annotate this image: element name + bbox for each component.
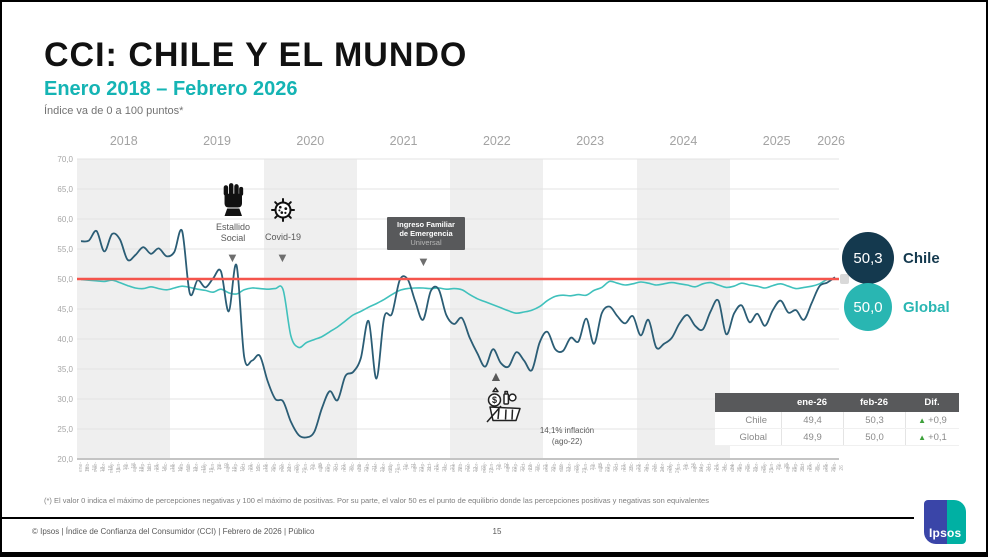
y-axis-label: 70,0 (57, 155, 73, 164)
logo-wordmark: Ipsos (929, 526, 962, 540)
year-label-2022: 2022 (482, 134, 511, 148)
year-label-2019: 2019 (203, 134, 231, 148)
y-axis-label: 60,0 (57, 215, 73, 224)
global-legend-label: Global (903, 299, 950, 316)
x-axis-label: feb-26 (831, 462, 845, 471)
inflation-marker-triangle-icon: ▲ (489, 368, 503, 384)
chart-canvas (77, 158, 839, 460)
year-label-2025: 2025 (762, 134, 791, 148)
summary-table: ene-26 feb-26 Dif. Chile 49,4 50,3 ▲ +0,9… (715, 393, 959, 446)
footer-credit: © Ipsos | Índice de Confianza del Consum… (32, 527, 315, 536)
y-axis-label: 55,0 (57, 245, 73, 254)
estallido-social-label: Estallido Social (215, 222, 251, 243)
header-dif: Dif. (924, 397, 940, 408)
y-axis-label: 45,0 (57, 305, 73, 314)
table-row-global: Global 49,9 50,0 ▲ +0,1 (715, 429, 959, 446)
chile-line (80, 228, 836, 439)
footnote: (*) El valor 0 indica el máximo de perce… (44, 496, 709, 505)
chile-legend-label: Chile (903, 250, 940, 267)
table-row-chile: Chile 49,4 50,3 ▲ +0,9 (715, 412, 959, 429)
covid-label: Covid-19 (264, 232, 302, 242)
summary-table-header: ene-26 feb-26 Dif. (715, 393, 959, 412)
reference-line-endcap (840, 274, 849, 284)
virus-icon (268, 195, 298, 225)
y-axis-label: 40,0 (57, 335, 73, 344)
header-feb-26: feb-26 (860, 397, 888, 408)
svg-text:$: $ (492, 395, 497, 405)
y-axis-label: 30,0 (57, 395, 73, 404)
page-subtitle: Enero 2018 – Febrero 2026 (44, 78, 298, 100)
page-number: 15 (492, 527, 502, 536)
year-label-2024: 2024 (669, 134, 698, 148)
cci-line-chart: 2018 2019 2020 2021 2022 2023 2024 2025 2026 70,0… (57, 134, 849, 473)
up-triangle-icon: ▲ (918, 415, 927, 425)
y-axis-label: 50,0 (57, 275, 73, 284)
chile-value-circle: 50,3 (842, 232, 894, 284)
header-ene-26: ene-26 (796, 397, 828, 408)
year-label-2020: 2020 (296, 134, 325, 148)
logo-teal-half (947, 500, 966, 544)
ife-universal-box: Ingreso Familiar de Emergencia Universal (387, 217, 465, 250)
inflation-label: 14,1% inflación (ago-22) (539, 426, 595, 446)
logo-blue-half (924, 500, 948, 544)
ife-marker-triangle-icon: ▼ (417, 254, 430, 269)
global-line (80, 278, 836, 349)
y-axis-label: 20,0 (57, 455, 73, 464)
estallido-marker-triangle-icon: ▼ (226, 250, 239, 265)
year-label-2018: 2018 (109, 134, 138, 148)
grocery-basket-icon: $ (483, 386, 525, 424)
y-axis-label: 65,0 (57, 185, 73, 194)
ipsos-logo: Ipsos (924, 500, 966, 544)
y-axis-label: 35,0 (57, 365, 73, 374)
y-axis-label: 25,0 (57, 425, 73, 434)
year-label-2021: 2021 (389, 134, 418, 148)
page-title: CCI: CHILE Y EL MUNDO (44, 36, 468, 74)
up-triangle-icon: ▲ (918, 432, 927, 442)
axis-note: Índice va de 0 a 100 puntos* (44, 105, 184, 117)
covid-marker-triangle-icon: ▼ (276, 250, 289, 265)
footer-divider (2, 517, 914, 519)
raised-fist-icon (219, 181, 247, 217)
year-label-2023: 2023 (576, 134, 605, 148)
year-label-2026: 2026 (817, 134, 846, 148)
global-value-circle: 50,0 (844, 283, 892, 331)
